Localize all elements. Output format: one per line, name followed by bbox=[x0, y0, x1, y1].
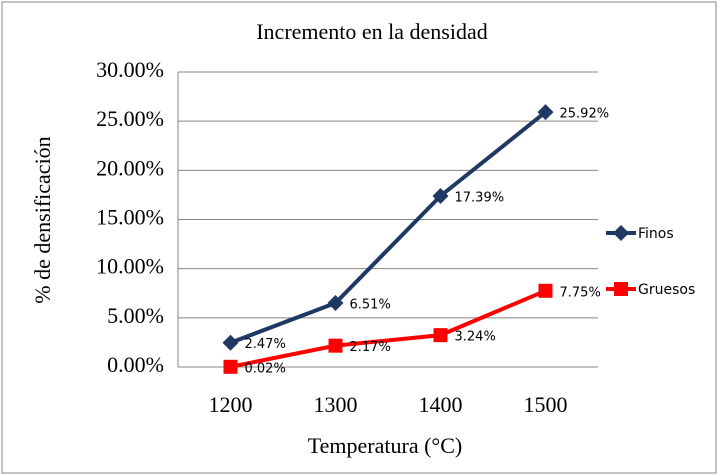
marker bbox=[432, 187, 449, 204]
data-label: 7.75% bbox=[560, 285, 601, 300]
y-tick-label: 0.00% bbox=[107, 352, 164, 377]
data-label: 2.47% bbox=[245, 337, 286, 352]
marker bbox=[223, 359, 238, 374]
marker bbox=[537, 104, 554, 121]
x-tick-label: 1500 bbox=[524, 392, 568, 417]
y-tick-label: 5.00% bbox=[107, 303, 164, 328]
marker bbox=[613, 225, 629, 241]
y-tick-label: 20.00% bbox=[96, 155, 164, 180]
marker bbox=[222, 334, 239, 351]
data-label: 17.39% bbox=[455, 190, 505, 205]
marker bbox=[433, 328, 448, 343]
series-line bbox=[229, 110, 547, 345]
marker bbox=[614, 282, 628, 296]
y-tick-label: 15.00% bbox=[96, 205, 164, 230]
marker bbox=[327, 294, 344, 311]
data-label: 3.24% bbox=[455, 330, 496, 345]
x-tick-label: 1400 bbox=[419, 392, 463, 417]
y-tick-label: 30.00% bbox=[96, 57, 164, 82]
x-tick-label: 1200 bbox=[209, 392, 253, 417]
data-label: 6.51% bbox=[350, 297, 391, 312]
series-line bbox=[230, 288, 547, 369]
legend-label: Gruesos bbox=[638, 282, 695, 298]
y-tick-label: 25.00% bbox=[96, 106, 164, 131]
marker bbox=[328, 338, 343, 353]
y-axis-label: % de densificación bbox=[30, 136, 55, 303]
chart-title: Incremento en la densidad bbox=[256, 19, 488, 44]
x-axis-label: Temperatura (°C) bbox=[308, 433, 462, 458]
legend-label: Finos bbox=[638, 226, 674, 242]
data-label: 25.92% bbox=[560, 107, 610, 122]
y-tick-label: 10.00% bbox=[96, 254, 164, 279]
data-label: 2.17% bbox=[350, 340, 391, 355]
data-label: 0.02% bbox=[245, 361, 286, 376]
x-tick-label: 1300 bbox=[314, 392, 358, 417]
marker bbox=[538, 283, 553, 298]
